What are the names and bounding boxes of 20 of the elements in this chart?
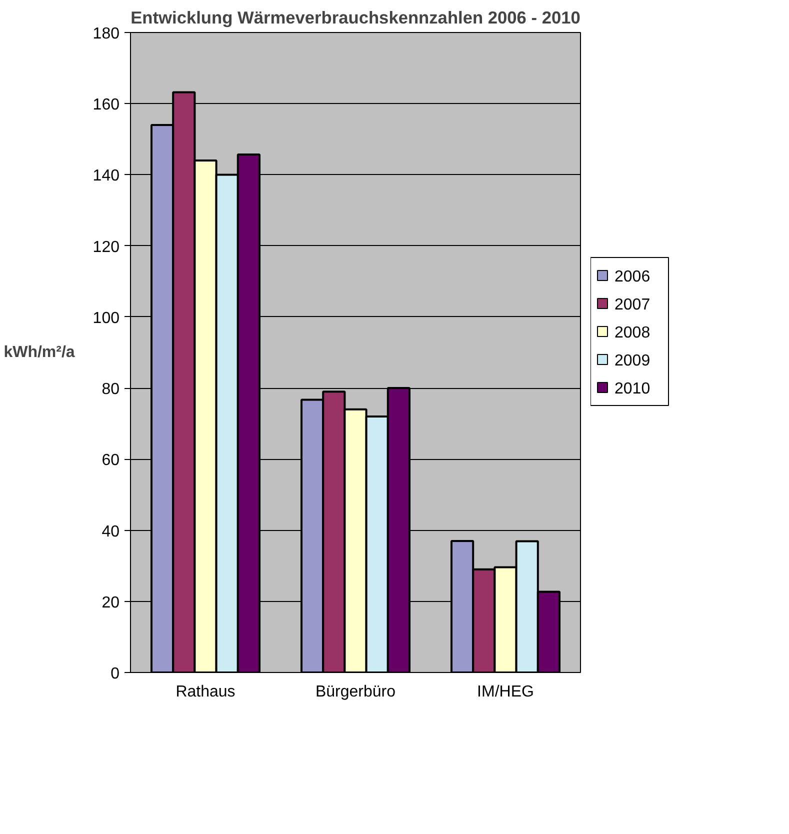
y-tick-label: 100 xyxy=(92,310,120,327)
y-tick-label: 140 xyxy=(92,168,120,185)
x-tick-label: Rathaus xyxy=(176,684,236,700)
y-tick-label: 0 xyxy=(110,666,120,682)
x-tick-label: IM/HEG xyxy=(477,684,534,700)
y-tick-label: 180 xyxy=(92,26,120,42)
legend-label: 2008 xyxy=(614,324,650,342)
legend-label: 2007 xyxy=(614,296,650,314)
legend-label: 2006 xyxy=(614,268,650,286)
y-tick-label: 20 xyxy=(102,594,120,612)
chart-title: Entwicklung Wärmeverbrauchskennzahlen 2006 - 2010 xyxy=(130,8,580,28)
y-tick-label: 60 xyxy=(102,452,120,470)
x-tick-label: Bürgerbüro xyxy=(315,684,396,700)
y-axis-title: kWh/m²/a xyxy=(4,344,75,361)
legend-label: 2010 xyxy=(614,380,650,398)
y-tick-label: 160 xyxy=(92,96,120,114)
y-tick-label: 120 xyxy=(92,238,120,256)
y-tick-label: 40 xyxy=(102,523,120,540)
y-tick-label: 80 xyxy=(102,381,120,398)
legend-label: 2009 xyxy=(614,352,650,370)
